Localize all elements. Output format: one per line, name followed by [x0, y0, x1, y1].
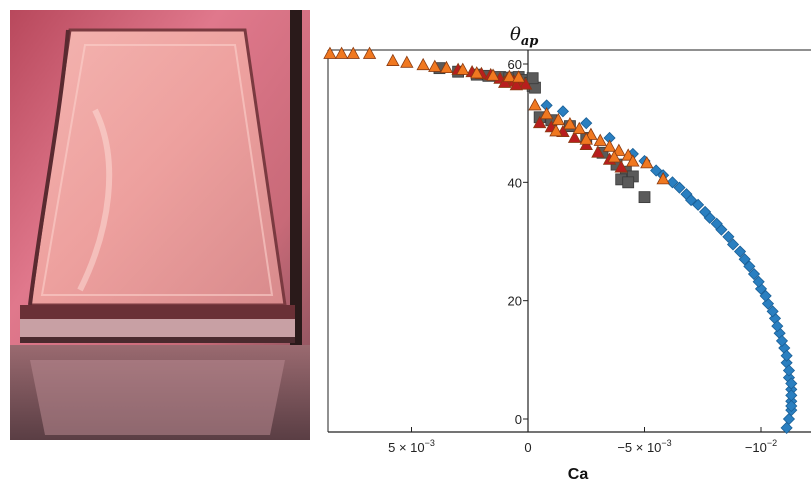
data-point-triangle	[551, 112, 565, 126]
data-point-triangle	[539, 106, 554, 120]
x-ticks: 5 × 10−3 0 −5 × 10−3 −10−2	[388, 427, 777, 455]
liquid-film-photo	[0, 0, 320, 491]
data-point-diamond	[782, 364, 796, 377]
data-point-triangle	[579, 132, 593, 145]
data-point-diamond	[699, 205, 712, 218]
data-point-diamond	[673, 181, 686, 194]
data-point-square	[622, 176, 635, 189]
data-point-triangle	[334, 46, 349, 59]
data-point-diamond	[556, 105, 570, 118]
x-tick-label: −5 × 10−3	[617, 438, 671, 455]
x-axis-title: Ca	[568, 466, 589, 483]
x-tick-label: −10−2	[745, 438, 777, 455]
data-point-triangle	[386, 53, 400, 66]
film-sheet	[28, 28, 287, 307]
data-point-diamond	[722, 230, 735, 243]
data-point-triangle	[563, 117, 577, 130]
x-tick-label-base: 0	[524, 440, 531, 455]
x-tick-label-base: 5 × 10	[388, 440, 425, 455]
data-point-diamond	[785, 377, 798, 390]
data-point-triangle	[612, 143, 626, 156]
data-point-triangle	[640, 156, 654, 169]
data-point-triangle	[614, 160, 628, 173]
data-point-square	[638, 191, 651, 204]
data-point-triangle	[456, 62, 470, 75]
data-point-diamond	[766, 305, 779, 318]
data-point-triangle	[528, 98, 542, 111]
data-point-triangle	[470, 66, 484, 79]
data-point-triangle	[400, 55, 414, 68]
data-point-diamond	[759, 289, 772, 302]
x-tick-label: 5 × 10−3	[388, 438, 435, 455]
x-tick-label-exponent: −2	[767, 438, 777, 448]
x-tick-label-exponent: −3	[661, 438, 671, 448]
data-point-diamond	[710, 217, 723, 230]
data-point-triangle	[428, 59, 442, 72]
data-point-triangle	[498, 75, 512, 88]
data-point-diamond	[782, 412, 796, 426]
film-base-bar	[20, 305, 295, 319]
y-tick-label: 20	[508, 294, 522, 309]
data-point-diamond	[775, 334, 789, 347]
data-point-triangle	[486, 68, 500, 81]
data-point-triangle	[626, 154, 640, 167]
data-point-diamond	[738, 253, 751, 266]
data-point-diamond	[733, 245, 747, 258]
y-tick-label: 0	[515, 412, 522, 427]
data-point-triangle	[502, 69, 517, 82]
data-point-diamond	[692, 198, 705, 211]
y-axis-title-main: θ	[510, 24, 521, 45]
data-point-diamond	[666, 176, 679, 189]
y-axis-title: θap	[510, 24, 538, 49]
data-point-diamond	[580, 117, 593, 130]
y-tick-label: 40	[508, 175, 522, 190]
x-tick-label-exponent: −3	[425, 438, 435, 448]
data-point-diamond	[780, 421, 793, 434]
data-point-triangle	[591, 145, 605, 158]
data-point-triangle	[509, 77, 524, 91]
data-points	[323, 46, 798, 434]
data-point-diamond	[785, 399, 798, 413]
x-tick-label-base: −10	[745, 440, 767, 455]
data-point-diamond	[752, 275, 765, 288]
data-point-triangle	[607, 150, 621, 163]
data-point-triangle	[572, 121, 586, 134]
data-point-diamond	[771, 320, 784, 333]
data-point-triangle	[602, 139, 617, 152]
data-point-diamond	[650, 164, 663, 177]
data-point-triangle	[439, 60, 454, 74]
data-point-triangle	[323, 46, 337, 59]
data-point-diamond	[780, 349, 793, 362]
data-point-triangle	[656, 172, 670, 185]
data-point-triangle	[593, 133, 607, 146]
data-point-triangle	[518, 77, 533, 90]
x-tick-label-base: −5 × 10	[617, 440, 661, 455]
data-point-triangle	[362, 46, 377, 59]
data-point-square	[526, 72, 539, 85]
y-tick-label: 60	[508, 57, 522, 72]
data-point-triangle	[532, 115, 547, 129]
data-point-diamond	[747, 267, 761, 281]
y-ticks: 0 20 40 60	[508, 57, 528, 427]
data-point-diamond	[726, 238, 740, 251]
data-point-triangle	[416, 57, 430, 71]
x-tick-label: 0	[524, 440, 531, 455]
data-point-diamond	[743, 260, 756, 273]
data-point-triangle	[549, 124, 563, 137]
data-point-triangle	[346, 46, 360, 59]
y-axis-title-sub: ap	[521, 34, 539, 49]
data-point-triangle	[567, 130, 582, 143]
data-point-diamond	[685, 194, 698, 207]
data-point-triangle	[512, 70, 526, 83]
